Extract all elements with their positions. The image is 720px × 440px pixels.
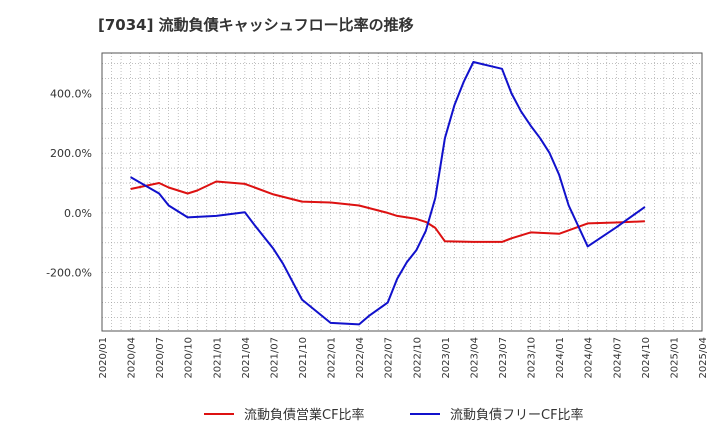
x-tick-label: 2023/10 <box>527 337 538 379</box>
series-lines <box>130 61 646 326</box>
grid <box>101 53 703 331</box>
x-tick-label: 2021/04 <box>241 337 252 379</box>
series-line-2 <box>130 61 646 326</box>
plot-area-frame <box>101 52 703 332</box>
x-tick-label: 2023/04 <box>469 337 480 379</box>
x-tick-label: 2021/07 <box>269 337 280 379</box>
chart-title: [7034] 流動負債キャッシュフロー比率の推移 <box>98 16 414 34</box>
legend-label: 流動負債営業CF比率 <box>244 407 365 423</box>
x-tick-label: 2020/10 <box>184 337 195 379</box>
x-tick-label: 2022/01 <box>327 337 338 379</box>
y-tick-label: -200.0% <box>46 267 92 280</box>
x-tick-label: 2020/01 <box>98 337 109 379</box>
x-tick-label: 2020/04 <box>127 337 138 379</box>
x-tick-label: 2025/01 <box>669 337 680 379</box>
x-tick-label: 2024/01 <box>555 337 566 379</box>
x-tick-label: 2024/10 <box>641 337 652 379</box>
series-line-1 <box>130 180 645 243</box>
y-tick-label: 200.0% <box>50 147 92 160</box>
legend-label: 流動負債フリーCF比率 <box>450 407 584 423</box>
x-tick-label: 2020/07 <box>155 337 166 379</box>
x-tick-label: 2021/01 <box>212 337 223 379</box>
x-tick-label: 2023/01 <box>441 337 452 379</box>
y-tick-label: 0.0% <box>64 207 92 220</box>
x-tick-label: 2022/04 <box>355 337 366 379</box>
x-tick-label: 2022/07 <box>384 337 395 379</box>
x-axis-ticks: 2020/01 2020/04 2020/07 2020/10 2021/01 2021/… <box>98 337 709 379</box>
y-axis-ticks: 400.0% 200.0% 0.0% -200.0% <box>46 87 92 279</box>
x-tick-label: 2023/07 <box>498 337 509 379</box>
legend: 流動負債営業CF比率 流動負債フリーCF比率 <box>204 407 584 423</box>
x-tick-label: 2025/04 <box>698 337 709 379</box>
x-tick-label: 2022/10 <box>412 337 423 379</box>
x-tick-label: 2024/04 <box>584 337 595 379</box>
x-tick-label: 2024/07 <box>612 337 623 379</box>
y-tick-label: 400.0% <box>50 87 92 100</box>
x-tick-label: 2021/10 <box>298 337 309 379</box>
